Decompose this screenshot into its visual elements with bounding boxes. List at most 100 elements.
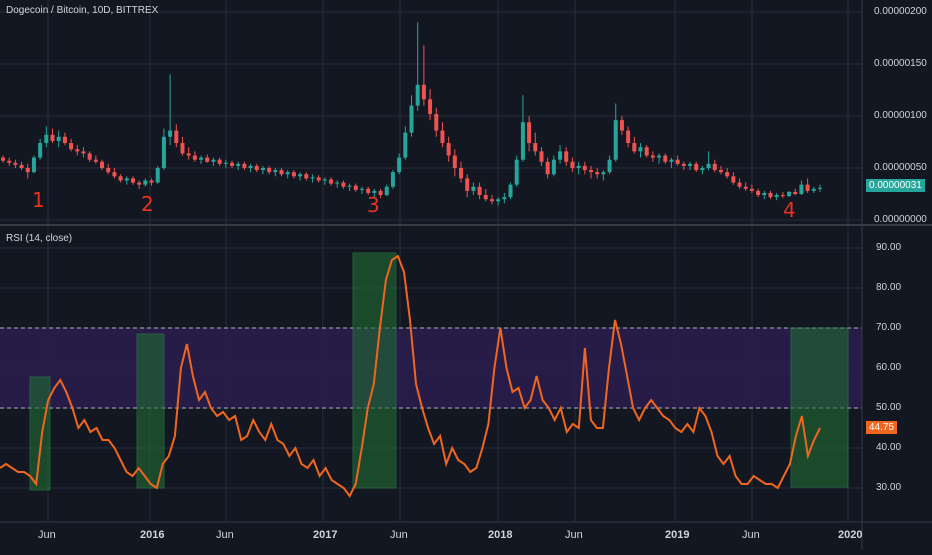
time-tick-label: Jun — [216, 529, 234, 541]
rsi-tick-label: 90.00 — [876, 242, 902, 253]
time-tick-label: 2018 — [488, 529, 513, 541]
candle-body — [564, 151, 569, 162]
candle-body — [446, 143, 451, 156]
candle-body — [619, 120, 624, 131]
candle-body — [706, 163, 711, 168]
rsi-title: RSI (14, close) — [6, 233, 73, 244]
time-tick-label: Jun — [38, 529, 56, 541]
candle-body — [223, 162, 228, 164]
candle-body — [62, 136, 67, 144]
candle-body — [390, 172, 395, 187]
price-tick-label: 0.00000000 — [874, 214, 927, 225]
candle-body — [273, 170, 278, 173]
candle-body — [681, 163, 686, 166]
candle-body — [106, 168, 111, 173]
candle-body — [75, 149, 80, 152]
candle-body — [570, 161, 575, 168]
price-tick-label: 0.00000100 — [874, 110, 927, 121]
candle-body — [545, 161, 550, 175]
candle-body — [329, 179, 334, 184]
last-price-tag: 0.00000031 — [866, 179, 925, 192]
candle-body — [595, 172, 600, 175]
candle-body — [322, 179, 327, 181]
candle-body — [161, 136, 166, 168]
rsi-line[interactable] — [0, 254, 821, 498]
candle-body — [774, 195, 779, 198]
candle-body — [533, 143, 538, 152]
candle-body — [236, 163, 241, 166]
candle-body — [601, 172, 606, 175]
rsi-tick-label: 30.00 — [876, 482, 902, 493]
candle-body — [230, 162, 235, 166]
candle-body — [31, 157, 36, 173]
candle-body — [539, 151, 544, 162]
candle-body — [353, 185, 358, 190]
candle-body — [155, 168, 160, 183]
candle-body — [669, 159, 674, 162]
candle-body — [211, 159, 216, 162]
candle-body — [644, 147, 649, 156]
price-tick-label: 0.00000150 — [874, 58, 927, 69]
candles[interactable] — [1, 22, 822, 206]
rsi-tick-label: 80.00 — [876, 282, 902, 293]
highlight-box — [29, 376, 51, 491]
candle-body — [434, 113, 439, 131]
candle-body — [25, 168, 30, 173]
candle-body — [626, 130, 631, 144]
candle-body — [205, 157, 210, 162]
candle-body — [69, 143, 74, 150]
time-tick-label: Jun — [742, 529, 760, 541]
candle-body — [100, 161, 105, 168]
price-tick-label: 0.00000200 — [874, 6, 927, 17]
candle-body — [372, 190, 377, 193]
candle-body — [638, 147, 643, 152]
candle-body — [87, 153, 92, 160]
highlight-box — [790, 327, 849, 488]
candle-body — [304, 174, 309, 179]
candle-body — [149, 180, 154, 183]
candle-body — [242, 163, 247, 168]
time-tick-label: Jun — [565, 529, 583, 541]
candle-body — [768, 192, 773, 198]
candle-body — [199, 157, 204, 160]
candle-body — [650, 155, 655, 158]
candle-body — [688, 163, 693, 166]
candle-body — [347, 185, 352, 187]
candle-body — [366, 188, 371, 193]
candle-body — [762, 192, 767, 196]
candle-body — [718, 170, 723, 173]
candle-body — [811, 188, 816, 191]
time-tick-label: 2019 — [665, 529, 690, 541]
rsi-band — [0, 327, 862, 409]
candle-body — [124, 178, 129, 181]
annotation-1: 1 — [32, 188, 45, 212]
candle-body — [143, 180, 148, 185]
rsi-band-fill — [0, 328, 862, 408]
candle-body — [471, 186, 476, 191]
candle-body — [452, 155, 457, 168]
candle-body — [632, 143, 637, 152]
annotation-2: 2 — [141, 192, 154, 216]
candle-body — [743, 186, 748, 189]
candle-body — [267, 168, 272, 173]
candle-body — [415, 84, 420, 106]
candle-body — [793, 191, 798, 194]
candle-body — [93, 159, 98, 162]
candle-body — [712, 163, 717, 171]
candle-body — [397, 157, 402, 173]
candle-body — [44, 134, 49, 144]
candle-body — [50, 134, 55, 141]
candle-body — [527, 122, 532, 144]
price-tick-label: 0.00000050 — [874, 162, 927, 173]
annotation-4: 4 — [783, 198, 796, 222]
candle-body — [477, 186, 482, 196]
candle-body — [192, 155, 197, 160]
candle-body — [254, 165, 259, 171]
candle-body — [428, 99, 433, 114]
candle-body — [130, 178, 135, 183]
candle-body — [137, 182, 142, 185]
candle-body — [291, 172, 296, 177]
candle-body — [508, 184, 513, 198]
